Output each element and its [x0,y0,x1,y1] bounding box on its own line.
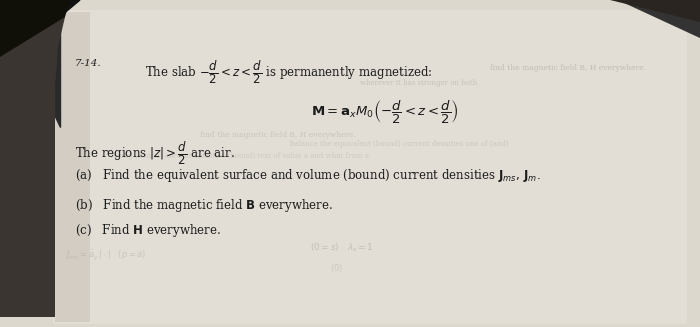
Text: wherever it has stronger on both: wherever it has stronger on both [360,79,477,87]
Text: find the magnetic field B, H everywhere.: find the magnetic field B, H everywhere. [490,64,646,72]
Polygon shape [620,0,700,37]
Polygon shape [0,0,70,57]
Polygon shape [0,0,65,317]
Text: $\mathbf{M}=\mathbf{a}_xM_0\left(-\dfrac{d}{2}<z<\dfrac{d}{2}\right)$: $\mathbf{M}=\mathbf{a}_xM_0\left(-\dfrac… [311,99,459,126]
Text: The slab $-\dfrac{d}{2}<z<\dfrac{d}{2}$ is permanently magnetized:: The slab $-\dfrac{d}{2}<z<\dfrac{d}{2}$ … [145,59,433,86]
Text: find the magnetic field B, H everywhere.: find the magnetic field B, H everywhere. [200,131,356,139]
FancyBboxPatch shape [53,10,687,324]
Polygon shape [610,0,700,22]
Text: 7-14.: 7-14. [75,59,101,68]
Text: (a)   Find the equivalent surface and volume (bound) current densities $\mathbf{: (a) Find the equivalent surface and volu… [75,167,541,184]
Polygon shape [0,0,80,67]
Text: (b)   Find the magnetic field $\mathbf{B}$ everywhere.: (b) Find the magnetic field $\mathbf{B}$… [75,197,333,214]
Text: A long (bound) current densities (bound) text of value a and what from a: A long (bound) current densities (bound)… [110,152,369,160]
Text: $(0=s)$   $\lambda_s=1$: $(0=s)$ $\lambda_s=1$ [310,242,374,254]
Polygon shape [0,0,60,127]
Text: balance the equivalent (bound) current densities one of (and): balance the equivalent (bound) current d… [290,140,509,148]
Text: $J_{ms}=\hat{a}_y\,|\cdot|$   $(p=a)$: $J_{ms}=\hat{a}_y\,|\cdot|$ $(p=a)$ [65,247,146,262]
Polygon shape [55,12,90,322]
Text: (c)   Find $\mathbf{H}$ everywhere.: (c) Find $\mathbf{H}$ everywhere. [75,222,220,239]
Text: $(0)$: $(0)$ [330,262,343,274]
Text: The regions $|z|>\dfrac{d}{2}$ are air.: The regions $|z|>\dfrac{d}{2}$ are air. [75,140,235,167]
